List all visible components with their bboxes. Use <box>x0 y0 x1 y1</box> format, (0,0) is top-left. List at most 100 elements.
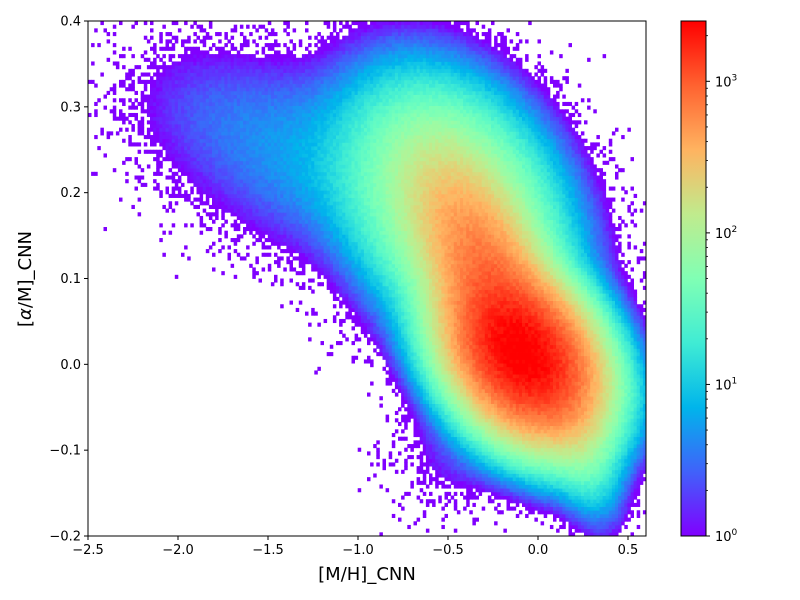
heatmap-cell <box>326 212 331 217</box>
heatmap-cell <box>363 318 368 324</box>
heatmap-cell <box>360 28 365 33</box>
heatmap-cell <box>168 46 173 51</box>
heatmap-cell <box>348 24 352 29</box>
heatmap-cell <box>239 32 244 37</box>
heatmap-cell <box>370 138 374 143</box>
heatmap-cell <box>286 101 290 107</box>
heatmap-cell <box>339 193 343 198</box>
heatmap-cell <box>376 135 380 140</box>
heatmap-cell <box>354 160 359 165</box>
heatmap-cell <box>336 68 340 73</box>
heatmap-cell <box>370 35 374 40</box>
heatmap-cell <box>196 179 200 184</box>
heatmap-cell <box>376 193 380 198</box>
heatmap-cell <box>339 182 343 187</box>
heatmap-cell <box>181 76 185 81</box>
heatmap-cell <box>385 333 390 338</box>
heatmap-cell <box>385 157 390 162</box>
heatmap-cell <box>193 204 197 210</box>
heatmap-cell <box>345 197 349 202</box>
heatmap-cell <box>323 182 328 187</box>
heatmap-cell <box>184 160 188 165</box>
heatmap-cell <box>193 116 197 121</box>
heatmap-cell <box>342 124 346 129</box>
heatmap-cell <box>274 223 278 228</box>
heatmap-cell <box>329 46 334 51</box>
heatmap-cell <box>314 72 318 77</box>
heatmap-cell <box>305 116 309 121</box>
heatmap-cell <box>88 112 92 118</box>
heatmap-cell <box>342 263 346 268</box>
heatmap-cell <box>370 87 374 92</box>
heatmap-cell <box>196 109 200 114</box>
heatmap-cell <box>351 61 355 66</box>
heatmap-cell <box>174 112 179 118</box>
heatmap-cell <box>379 68 383 73</box>
heatmap-cell <box>252 175 256 180</box>
heatmap-cell <box>367 138 371 143</box>
heatmap-cell <box>351 186 355 191</box>
heatmap-cell <box>357 146 362 151</box>
heatmap-cell <box>351 212 355 217</box>
heatmap-cell <box>354 149 359 154</box>
heatmap-cell <box>360 94 365 99</box>
heatmap-cell <box>376 263 380 268</box>
heatmap-cell <box>376 120 380 125</box>
heatmap-cell <box>298 98 303 103</box>
heatmap-cell <box>221 127 225 132</box>
heatmap-cell <box>388 381 393 386</box>
heatmap-cell <box>363 197 368 202</box>
heatmap-cell <box>283 127 287 132</box>
heatmap-cell <box>385 168 390 173</box>
heatmap-cell <box>150 21 154 26</box>
heatmap-cell <box>367 201 371 206</box>
heatmap-cell <box>255 72 259 77</box>
heatmap-cell <box>199 54 204 59</box>
heatmap-cell <box>332 87 337 92</box>
heatmap-cell <box>221 112 225 118</box>
heatmap-cell <box>230 238 235 243</box>
heatmap-cell <box>345 274 349 279</box>
heatmap-cell <box>212 61 216 66</box>
heatmap-cell <box>295 138 300 143</box>
heatmap-cell <box>373 72 377 77</box>
heatmap-cell <box>305 83 309 88</box>
heatmap-cell <box>342 241 346 246</box>
heatmap-cell <box>218 160 222 165</box>
heatmap-cell <box>280 116 284 121</box>
heatmap-cell <box>391 179 396 184</box>
heatmap-cell <box>376 230 380 235</box>
heatmap-cell <box>159 90 163 95</box>
heatmap-cell <box>205 54 210 59</box>
heatmap-cell <box>286 238 290 243</box>
heatmap-cell <box>184 171 188 176</box>
heatmap-cell <box>336 201 340 206</box>
heatmap-cell <box>385 94 390 99</box>
heatmap-cell <box>336 267 340 272</box>
heatmap-cell <box>332 135 337 140</box>
heatmap-cell <box>382 267 386 272</box>
heatmap-cell <box>196 164 200 169</box>
heatmap-cell <box>227 72 231 77</box>
heatmap-cell <box>301 179 306 184</box>
heatmap-cell <box>270 105 275 110</box>
heatmap-cell <box>311 223 315 228</box>
heatmap-cell <box>348 179 352 184</box>
heatmap-cell <box>190 72 194 77</box>
heatmap-cell <box>326 278 331 283</box>
heatmap-cell <box>286 260 290 265</box>
heatmap-cell <box>357 300 362 305</box>
heatmap-cell <box>339 98 343 103</box>
heatmap-cell <box>119 127 123 132</box>
heatmap-cell <box>314 208 318 213</box>
heatmap-cell <box>382 109 386 114</box>
heatmap-cell <box>289 186 293 191</box>
heatmap-cell <box>382 274 386 279</box>
heatmap-cell <box>199 72 204 77</box>
heatmap-cell <box>159 171 163 176</box>
heatmap-cell <box>267 175 272 180</box>
heatmap-cell <box>385 282 390 287</box>
heatmap-cell <box>255 182 259 187</box>
heatmap-cell <box>255 131 259 136</box>
heatmap-cell <box>305 241 309 246</box>
